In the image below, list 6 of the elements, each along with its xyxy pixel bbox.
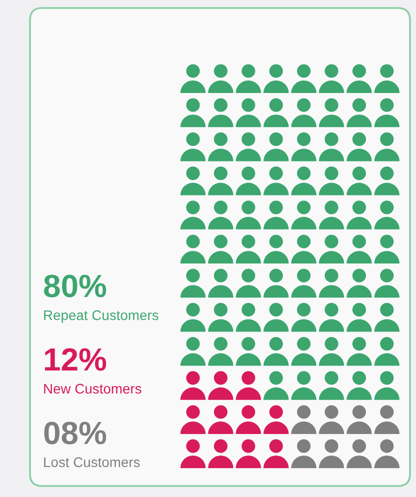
category-label: New Customers [44, 384, 142, 394]
data-label: 08% [44, 422, 106, 444]
data-label: 80% [44, 274, 106, 298]
data-label: 12% [45, 348, 106, 371]
category-label: Lost Customers [44, 457, 140, 468]
category-label: Repeat Customers [44, 310, 158, 323]
